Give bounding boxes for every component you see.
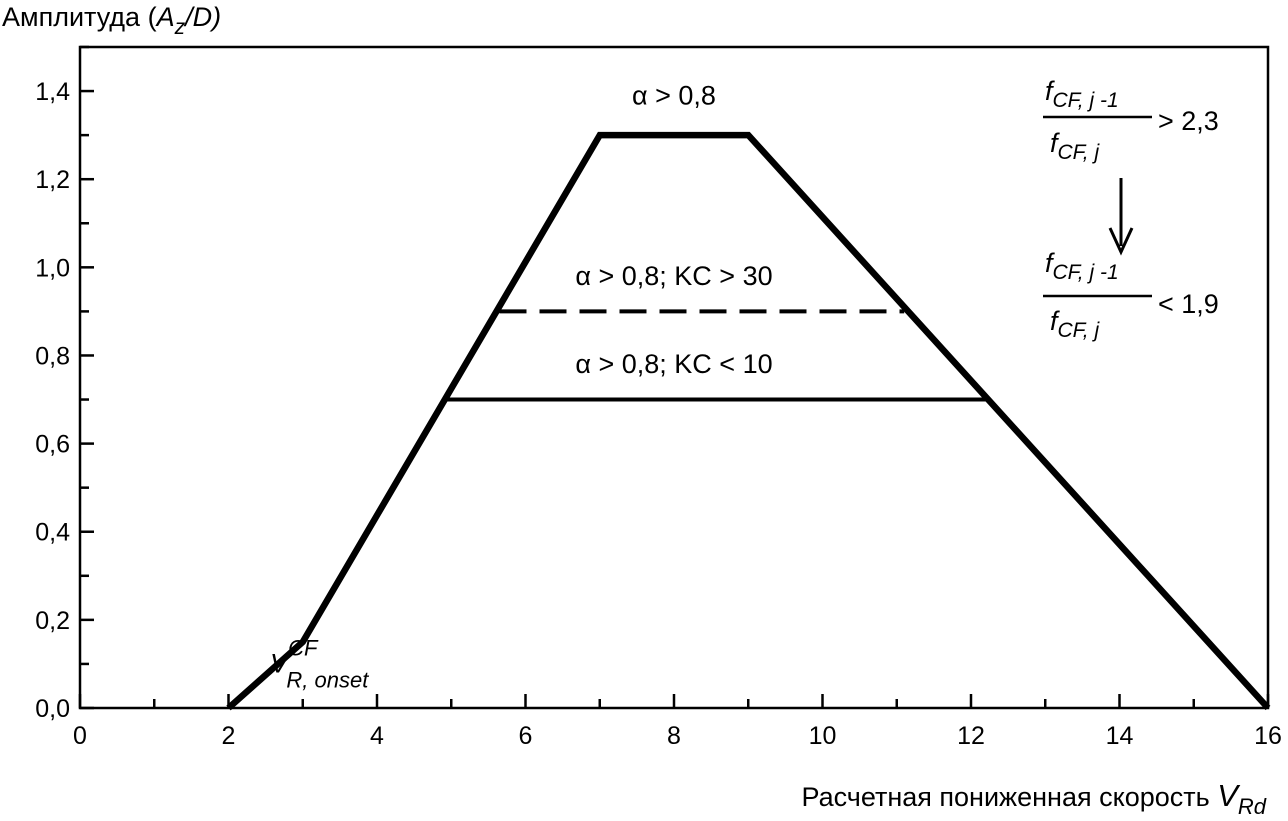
svg-text:fCF, j -1: fCF, j -1 <box>1045 248 1119 284</box>
y-tick-label: 0,8 <box>35 342 70 370</box>
ratio-formula-after: fCF, j -1 fCF, j < 1,9 <box>1043 248 1219 342</box>
ratio-formula-before: fCF, j -1 fCF, j > 2,3 <box>1043 76 1219 164</box>
ratio-condition-after: < 1,9 <box>1158 289 1219 319</box>
svg-text:fCF, j -1: fCF, j -1 <box>1045 76 1119 112</box>
series-lines <box>226 131 1271 711</box>
svg-text:fCF, j: fCF, j <box>1050 128 1100 164</box>
annotations: α > 0,8 α > 0,8; KC > 30 α > 0,8; KC < 10 <box>575 80 772 379</box>
onset-velocity-label: VCF R, onset <box>270 636 369 693</box>
y-tick-label: 0,6 <box>35 431 70 459</box>
y-tick-label: 0,4 <box>35 519 70 547</box>
x-tick-label: 16 <box>1254 722 1282 750</box>
y-tick-label: 1,0 <box>35 254 70 282</box>
region-annotation: α > 0,8 <box>632 80 716 110</box>
x-tick-label: 4 <box>370 722 384 750</box>
region-annotation: α > 0,8; KC > 30 <box>575 261 772 291</box>
x-tick-label: 8 <box>667 722 681 750</box>
x-tick-label: 14 <box>1106 722 1134 750</box>
x-axis-label: Расчетная пониженная скорость VRd <box>801 778 1266 819</box>
axes: 0 2 4 6 8 10 12 14 16 0,0 0,2 0,4 0,6 0,8 1,0 1,2 1,4 <box>35 45 1282 750</box>
x-tick-label: 6 <box>519 722 533 750</box>
svg-text:fCF, j: fCF, j <box>1050 306 1100 342</box>
amplitude-envelope-line <box>226 131 1271 711</box>
down-arrow-icon <box>1108 178 1134 256</box>
x-tick-label: 2 <box>222 722 236 750</box>
y-tick-label: 1,4 <box>35 78 70 106</box>
y-axis-label: Амплитуда (Az/D) <box>2 2 221 39</box>
x-tick-label: 12 <box>957 722 985 750</box>
y-tick-label: 0,2 <box>35 607 70 635</box>
region-annotation: α > 0,8; KC < 10 <box>575 349 772 379</box>
y-tick-label: 1,2 <box>35 166 70 194</box>
ratio-condition-before: > 2,3 <box>1158 106 1219 136</box>
y-tick-label: 0,0 <box>35 695 70 723</box>
x-tick-label: 10 <box>809 722 837 750</box>
x-tick-label: 0 <box>73 722 87 750</box>
